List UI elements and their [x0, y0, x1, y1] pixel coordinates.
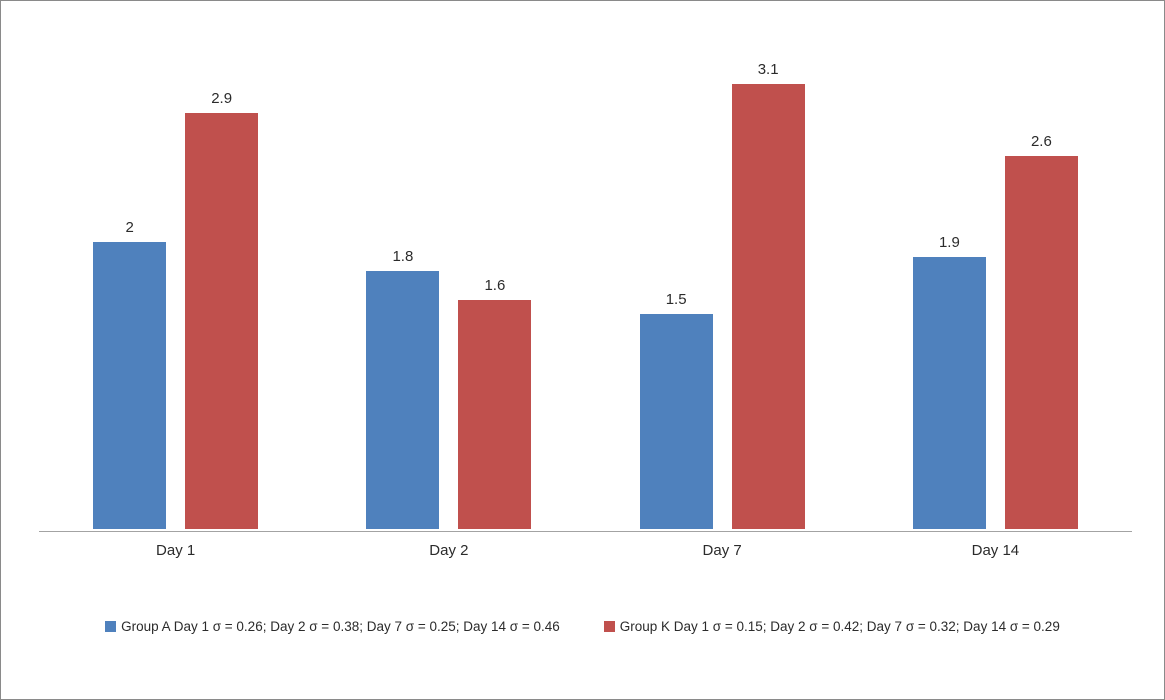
x-axis-label-day-7: Day 7: [702, 542, 742, 559]
legend-swatch-group-k-icon: [603, 621, 615, 632]
x-axis-label-day-14: Day 14: [971, 542, 1020, 559]
bar-value-label-group-k-day-7: 3.1: [757, 61, 779, 79]
bar-value-label-group-a-day-14: 1.9: [938, 233, 960, 251]
bar-group-a-day-1: [93, 242, 167, 529]
bar-group-a-day-14: [912, 256, 986, 529]
bar-group-k-day-7: [731, 84, 805, 529]
legend-swatch-group-a-icon: [105, 621, 117, 632]
x-axis-label-day-1: Day 1: [156, 542, 196, 559]
x-axis-line: [39, 531, 1132, 532]
bar-value-label-group-k-day-14: 2.6: [1030, 133, 1052, 151]
bar-group-a-day-2: [366, 270, 440, 529]
legend: Group A Day 1 σ = 0.26; Day 2 σ = 0.38; …: [1, 619, 1164, 634]
bar-value-label-group-a-day-2: 1.8: [392, 247, 414, 265]
legend-item-group-k: Group K Day 1 σ = 0.15; Day 2 σ = 0.42; …: [603, 619, 1060, 634]
bar-value-label-group-a-day-7: 1.5: [665, 290, 687, 308]
bar-group-k-day-14: [1004, 156, 1078, 529]
legend-label-group-a: Group A Day 1 σ = 0.26; Day 2 σ = 0.38; …: [121, 619, 560, 634]
bar-group-a-day-7: [639, 313, 713, 529]
bar-value-label-group-a-day-1: 2: [125, 219, 134, 237]
x-axis-label-day-2: Day 2: [429, 542, 469, 559]
bar-value-label-group-k-day-2: 1.6: [484, 276, 506, 294]
bar-value-label-group-k-day-1: 2.9: [211, 90, 233, 108]
legend-label-group-k: Group K Day 1 σ = 0.15; Day 2 σ = 0.42; …: [619, 619, 1060, 634]
bar-group-k-day-1: [185, 113, 259, 529]
legend-item-group-a: Group A Day 1 σ = 0.26; Day 2 σ = 0.38; …: [105, 619, 560, 634]
bar-group-k-day-2: [458, 299, 532, 529]
